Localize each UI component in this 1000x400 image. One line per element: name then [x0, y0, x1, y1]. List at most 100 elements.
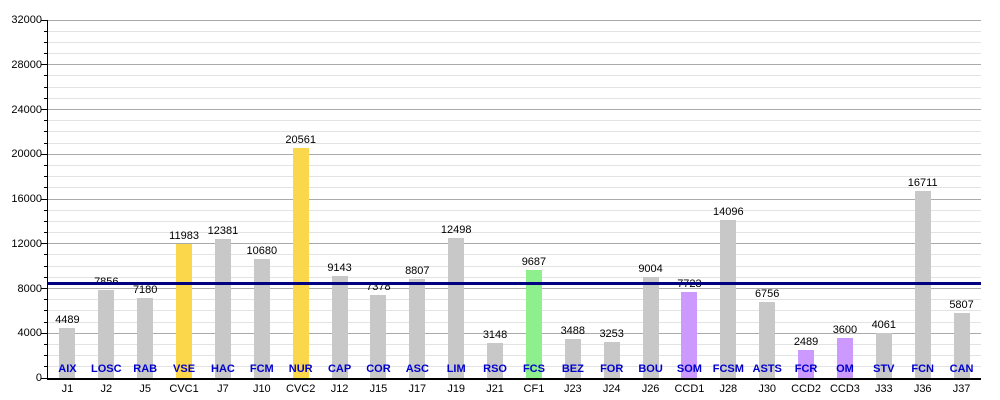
- y-axis-label: 8000: [17, 282, 42, 295]
- team-label: FCN: [911, 363, 934, 375]
- y-axis-tick: [44, 30, 48, 32]
- match-label: CF1: [523, 383, 545, 395]
- bar-value-label: 11983: [169, 229, 199, 242]
- bar-RSO: [487, 342, 504, 378]
- match-label: CVC2: [286, 383, 316, 395]
- bar-FCR: [798, 350, 815, 378]
- y-axis-tick: [44, 366, 48, 368]
- minor-gridline: [48, 120, 981, 122]
- y-axis-tick: [41, 64, 48, 66]
- team-label: FOR: [600, 363, 624, 375]
- bar-value-label: 9004: [638, 263, 663, 276]
- bar-value-label: 12381: [207, 225, 239, 238]
- team-label: ASC: [405, 363, 429, 375]
- bar-value-label: 9687: [521, 255, 547, 268]
- y-axis-tick: [44, 176, 48, 178]
- y-axis-tick: [44, 343, 48, 345]
- bar-STV: [875, 332, 892, 378]
- bar-value-label: 9143: [327, 261, 352, 274]
- team-label: RAB: [133, 363, 158, 375]
- match-label: J7: [217, 383, 229, 395]
- y-axis-tick: [44, 187, 48, 189]
- minor-gridline: [48, 254, 981, 256]
- team-label: RSO: [483, 363, 507, 375]
- match-label: J15: [369, 383, 388, 395]
- minor-gridline: [48, 131, 981, 133]
- team-label: FCS: [522, 363, 545, 375]
- bar-LIM: [448, 238, 465, 378]
- minor-gridline: [48, 86, 981, 88]
- bar-CAP: [331, 275, 348, 378]
- y-axis-label: 0: [35, 372, 42, 384]
- team-label: FCR: [794, 363, 818, 375]
- team-label: HAC: [211, 363, 235, 375]
- minor-gridline: [48, 276, 981, 278]
- y-axis-tick: [44, 86, 48, 88]
- y-axis-label: 16000: [11, 193, 42, 205]
- match-label: J19: [447, 383, 466, 395]
- minor-gridline: [48, 321, 981, 323]
- major-gridline: [48, 109, 981, 110]
- y-axis-tick: [44, 53, 48, 55]
- team-label: BEZ: [561, 363, 584, 375]
- bar-value-label: 4061: [871, 318, 897, 331]
- bar-value-label: 10680: [246, 244, 278, 257]
- y-axis-tick: [44, 310, 48, 312]
- y-axis-tick: [44, 97, 48, 99]
- minor-gridline: [48, 355, 981, 357]
- team-label: LOSC: [91, 363, 122, 375]
- minor-gridline: [48, 97, 981, 99]
- bar-value-label: 3600: [832, 323, 858, 336]
- y-axis-tick: [44, 41, 48, 43]
- team-label: VSE: [173, 363, 196, 375]
- match-label: J2: [100, 383, 113, 395]
- match-label: J5: [139, 383, 151, 395]
- y-axis-tick: [44, 75, 48, 77]
- y-axis-label: 4000: [17, 327, 42, 340]
- y-axis-tick: [44, 232, 48, 234]
- minor-gridline: [48, 75, 981, 77]
- y-axis-tick: [44, 355, 48, 357]
- team-label: OM: [836, 363, 854, 375]
- y-axis-tick: [41, 109, 48, 110]
- y-axis-tick: [41, 198, 48, 200]
- y-axis-tick: [44, 131, 48, 133]
- minor-gridline: [48, 265, 981, 267]
- bar-value-label: 20561: [285, 133, 316, 146]
- minor-gridline: [48, 299, 981, 301]
- match-label: J36: [913, 383, 932, 395]
- match-label: J17: [408, 383, 427, 395]
- x-axis: [47, 378, 981, 380]
- bar-value-label: 3488: [560, 324, 586, 337]
- bar-value-label: 4489: [55, 313, 80, 326]
- y-axis-tick: [41, 19, 48, 21]
- bar-BOU: [642, 277, 659, 378]
- match-label: J28: [719, 383, 738, 395]
- match-label: J1: [61, 383, 74, 395]
- match-label: J21: [486, 383, 504, 395]
- team-label: FCSM: [712, 363, 744, 375]
- y-axis-label: 32000: [11, 14, 42, 26]
- y-axis-tick: [44, 276, 48, 278]
- y-axis-label: 20000: [11, 148, 42, 161]
- match-label: CCD1: [674, 383, 705, 395]
- y-axis-tick: [44, 164, 48, 166]
- minor-gridline: [48, 232, 981, 234]
- bar-FOR: [603, 341, 620, 378]
- team-label: BOU: [638, 363, 663, 375]
- y-axis-tick: [44, 265, 48, 267]
- match-label: J24: [602, 383, 621, 395]
- team-label: AIX: [58, 363, 77, 375]
- bar-BEZ: [564, 338, 581, 378]
- y-axis-tick: [41, 153, 48, 155]
- bar-NUR: [292, 147, 309, 378]
- bar-OM: [836, 337, 853, 378]
- match-label: J26: [641, 383, 660, 395]
- bar-RAB: [137, 297, 154, 378]
- bar-SOM: [681, 291, 698, 378]
- bar-AIX: [59, 327, 76, 378]
- match-label: CCD3: [829, 383, 860, 395]
- y-axis: [47, 20, 48, 379]
- minor-gridline: [48, 366, 981, 368]
